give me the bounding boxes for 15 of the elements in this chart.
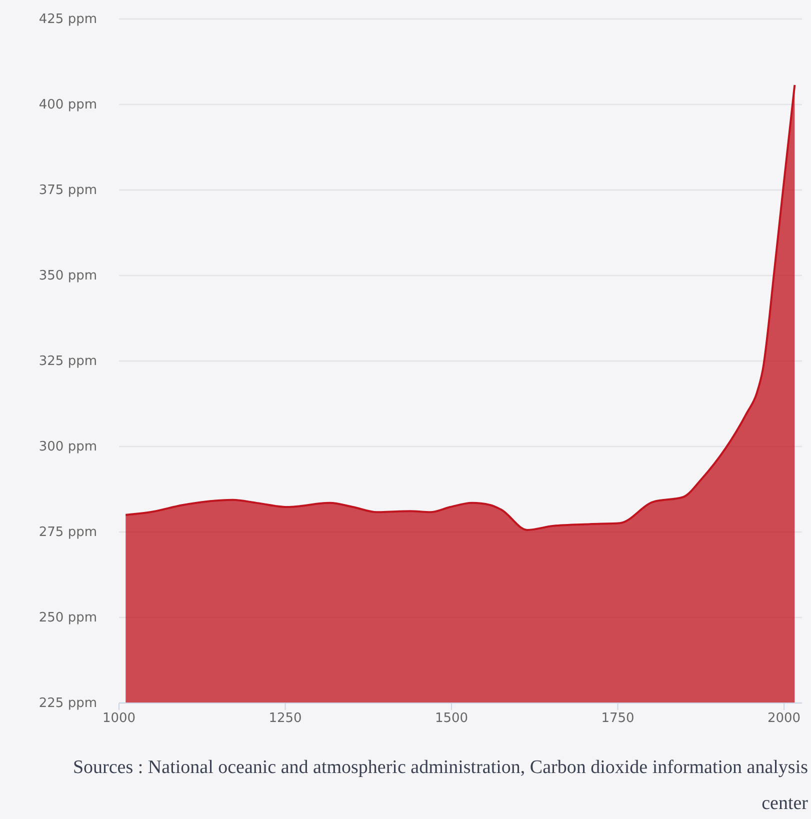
x-tick-label: 1000 <box>102 711 136 726</box>
x-tick-label: 1500 <box>434 711 468 726</box>
y-tick-label: 250 ppm <box>38 610 97 626</box>
y-tick-label: 325 ppm <box>38 354 97 370</box>
x-tick-label: 1750 <box>601 711 634 726</box>
y-tick-label: 225 ppm <box>38 696 97 712</box>
y-tick-label: 400 ppm <box>38 98 97 113</box>
y-tick-label: 425 ppm <box>38 12 97 28</box>
y-tick-label: 300 ppm <box>38 440 97 455</box>
source-note: Sources : National oceanic and atmospheric administration, Carbon dioxide information analysis center <box>72 756 808 816</box>
x-tick-label: 2000 <box>767 711 801 726</box>
y-tick-label: 375 ppm <box>38 183 97 198</box>
x-tick-label: 1250 <box>268 711 302 726</box>
y-tick-label: 275 ppm <box>38 525 97 540</box>
y-tick-label: 350 ppm <box>38 268 97 284</box>
